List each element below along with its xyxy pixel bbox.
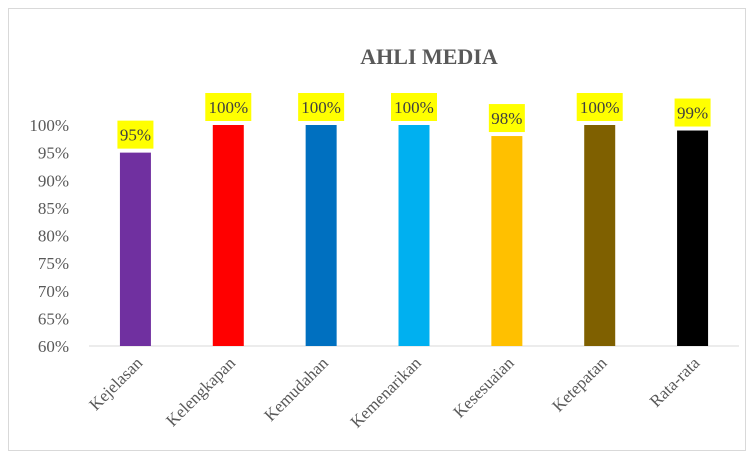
y-tick-label: 60%: [38, 337, 69, 356]
y-tick-label: 95%: [38, 144, 69, 163]
bar-kelengkapan: [212, 125, 244, 346]
data-label-background: [298, 93, 345, 121]
bar-kemenarikan: [398, 125, 430, 346]
data-label-background: [674, 98, 711, 127]
x-tick-label: Ketepatan: [548, 353, 611, 416]
x-tick-label: Kemudahan: [260, 353, 332, 425]
x-tick-label: Kejelasan: [85, 353, 146, 414]
data-label: 99%: [677, 104, 708, 123]
bar-chart: AHLI MEDIA 60%65%70%75%80%85%90%95%100% …: [29, 44, 739, 432]
data-label: 98%: [491, 109, 522, 128]
y-tick-label: 90%: [38, 171, 69, 190]
data-label: 100%: [301, 98, 341, 117]
y-tick-label: 75%: [38, 254, 69, 273]
y-axis: 60% 65% 70% 75% 80% 85% 90% 95% 100%: [29, 116, 739, 356]
x-axis: Kejelasan Kelengkapan Kemudahan Kemenarikan…: [85, 353, 703, 432]
bars: [119, 125, 709, 346]
bar-kesesuaian: [491, 136, 523, 346]
data-label-background: [117, 120, 154, 149]
data-label: 100%: [580, 98, 620, 117]
x-tick-label: Kelengkapan: [162, 353, 239, 430]
data-label-background: [205, 93, 252, 121]
chart-frame: AHLI MEDIA 60% 65% 70% 75% 80% 85% 90% 95% 100% …: [8, 8, 746, 451]
data-label-background: [576, 93, 623, 121]
data-label: 95%: [120, 126, 151, 145]
x-tick-label: Kemenarikan: [347, 353, 426, 432]
y-tick-label: 70%: [38, 282, 69, 301]
bar-rata-rata: [677, 130, 709, 346]
y-tick-label: 100%: [29, 116, 69, 135]
bar-kemudahan: [305, 125, 337, 346]
y-tick-label: 85%: [38, 199, 69, 218]
bar-kejelasan: [119, 152, 151, 346]
x-tick-label: Kesesuaian: [450, 353, 519, 422]
data-label: 100%: [394, 98, 434, 117]
data-label-background: [488, 104, 525, 133]
chart-title: AHLI MEDIA: [360, 44, 498, 69]
data-label: 100%: [208, 98, 248, 117]
y-tick-label: 65%: [38, 309, 69, 328]
data-label-background: [391, 93, 437, 121]
data-labels: 95% 100% 100% 100% 98% 100% 99%: [117, 93, 711, 149]
x-tick-label: Rata-rata: [646, 353, 704, 411]
y-tick-label: 80%: [38, 227, 69, 246]
bar-ketepatan: [584, 125, 616, 346]
